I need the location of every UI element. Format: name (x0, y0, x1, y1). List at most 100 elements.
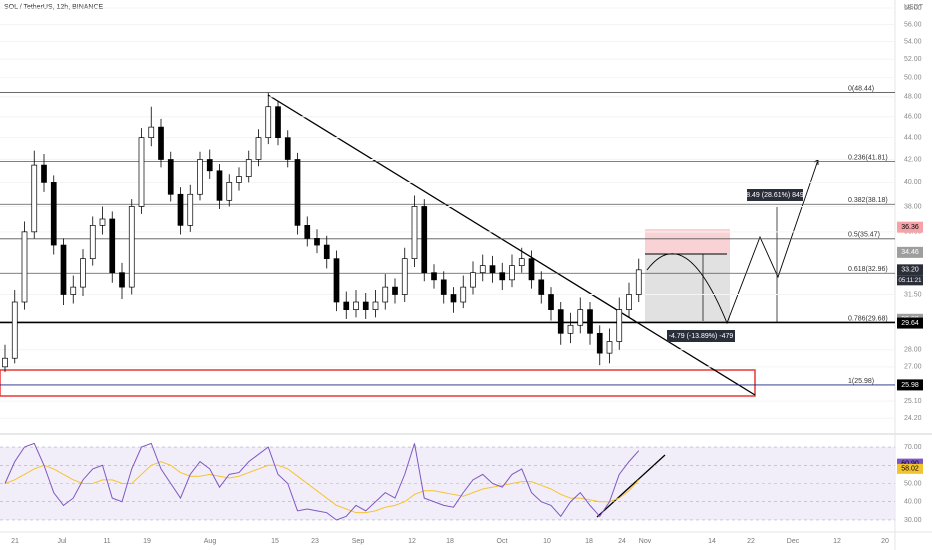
measure-box (747, 189, 803, 201)
candle-body (567, 324, 574, 334)
countdown-box (897, 275, 923, 286)
y-tick-label: 40.00 (904, 179, 922, 186)
x-tick-label: 23 (311, 538, 319, 545)
x-tick-label: 20 (881, 538, 889, 545)
y-tick-label: 31.50 (904, 291, 922, 298)
x-tick-label: 12 (833, 538, 841, 545)
candle-body (89, 225, 96, 260)
price-tag (897, 221, 923, 233)
candle-body (411, 206, 418, 260)
candle-body (80, 258, 86, 288)
candle-body (470, 272, 476, 288)
candle-body (353, 301, 359, 310)
candle-body (587, 309, 593, 334)
candle-body (236, 176, 242, 183)
candle-body (431, 272, 437, 281)
rsi-tag (897, 463, 923, 474)
x-tick-label: 14 (708, 538, 716, 545)
y-tick-label: 48.00 (904, 94, 922, 101)
fib-label: 0.5(35.47) (848, 232, 880, 239)
target-zone (645, 254, 730, 323)
candle-body (11, 301, 18, 359)
candle-body (314, 238, 320, 246)
y-tick-label: 50.00 (904, 75, 922, 82)
fib-label: 0.786(29.68) (848, 315, 888, 322)
candle-body (128, 206, 135, 288)
candle-body (245, 159, 252, 177)
candle-body (148, 126, 155, 139)
candle-body (528, 258, 535, 281)
candle-body (294, 159, 301, 226)
countdown: 05:11:21 (899, 278, 923, 284)
price-tag-label: 36.36 (901, 224, 919, 231)
candle-body (2, 357, 8, 368)
measure-label: 8.49 (28.61%) 849 (746, 192, 804, 199)
price-tag (897, 246, 923, 258)
y-tick-label: 44.00 (904, 135, 922, 142)
price-tag-label: 29.64 (901, 320, 919, 327)
candle-body (479, 265, 486, 274)
candle-body (538, 279, 545, 295)
demand-zone (0, 369, 756, 397)
candle-body (557, 309, 564, 334)
measure-box (667, 330, 735, 342)
y-tick-label: 56.00 (904, 21, 922, 28)
price-tag (897, 264, 923, 276)
candle-body (635, 269, 642, 295)
y-tick-label: 25.10 (904, 398, 922, 405)
rsi-line (4, 442, 640, 521)
candle-body (626, 294, 632, 310)
candle-body (255, 137, 262, 160)
candle-body (99, 218, 106, 226)
candle-body (333, 258, 340, 303)
x-tick-label: 18 (446, 538, 454, 545)
rsi-tick-label: 50.00 (904, 480, 922, 487)
x-tick-label: Oct (497, 538, 508, 545)
x-tick-label: Nov (639, 538, 652, 545)
candle-body (372, 301, 379, 310)
chart-title: SOL / TetherUS, 12h, BINANCE (4, 4, 104, 11)
x-tick-label: Jul (58, 538, 67, 545)
candle-body (41, 164, 47, 183)
currency-label: USDT (904, 4, 924, 11)
fib-label: 0.236(41.81) (848, 154, 888, 161)
candle-body (489, 265, 496, 274)
y-tick-label: 42.00 (904, 156, 922, 163)
candle-body (343, 301, 350, 310)
rsi-tag-label: 58.02 (901, 466, 919, 473)
candle-body (392, 286, 398, 295)
candle-body (206, 159, 213, 172)
x-tick-label: 24 (618, 538, 626, 545)
y-tick-label: 58.00 (904, 5, 922, 12)
rsi-tick-label: 30.00 (904, 517, 922, 524)
fib-label: 0.382(38.18) (848, 197, 888, 204)
x-tick-label: 15 (271, 538, 279, 545)
rsi-trend-line (596, 454, 666, 518)
x-tick-label: 12 (408, 538, 416, 545)
candle-body (187, 193, 194, 226)
trend-line (267, 94, 756, 396)
candle-body (440, 279, 447, 295)
x-tick-label: Dec (787, 538, 800, 545)
y-tick-label: 54.00 (904, 38, 922, 45)
candle-body (362, 301, 369, 310)
candle-body (31, 164, 38, 233)
y-tick-label: 28.00 (904, 347, 922, 354)
candle-body (577, 309, 584, 326)
price-tag-label: 34.46 (901, 249, 919, 256)
x-tick-label: Aug (204, 538, 217, 545)
candle-body (304, 225, 311, 239)
candle-body (177, 193, 184, 226)
rsi-ma-line (4, 461, 640, 514)
candle-body (21, 231, 28, 303)
measure-label: -4.79 (-13.89%) -479 (669, 333, 734, 340)
candle-body (216, 170, 223, 201)
price-tag (897, 317, 923, 329)
candle-body (265, 106, 272, 139)
candle-body (70, 286, 77, 295)
candle-body (548, 294, 554, 310)
candle-body (606, 341, 613, 354)
candle-body (509, 265, 515, 281)
x-tick-label: 11 (103, 538, 110, 545)
